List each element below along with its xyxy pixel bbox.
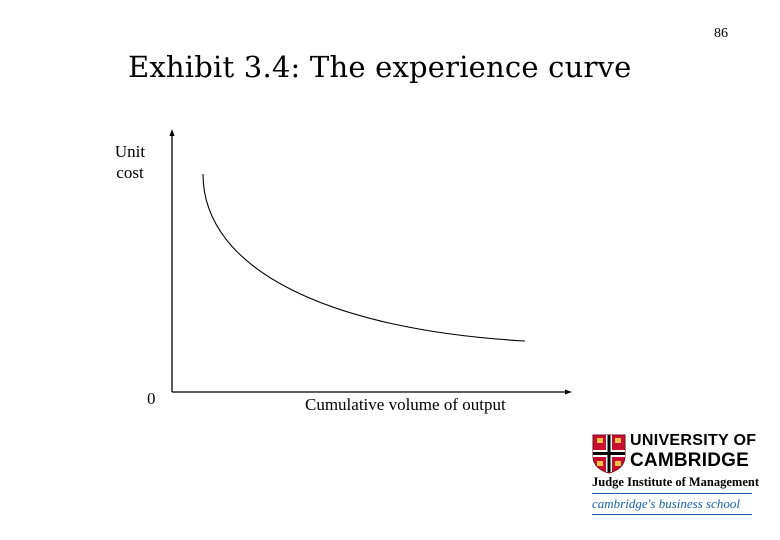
tagline-rule-top — [592, 493, 752, 494]
slide-title: Exhibit 3.4: The experience curve — [128, 50, 632, 84]
logo-line-cambridge: CAMBRIDGE — [630, 450, 749, 471]
logo-line-university-of: UNIVERSITY OF — [630, 432, 757, 449]
tagline-rule-bottom — [592, 514, 752, 515]
y-axis — [169, 129, 175, 392]
page-number: 86 — [714, 26, 728, 41]
experience-curve — [202, 173, 526, 342]
origin-label: 0 — [147, 389, 156, 408]
crest-icon — [592, 434, 626, 474]
y-axis-label-line-2: cost — [116, 163, 144, 182]
university-logo: UNIVERSITY OF CAMBRIDGE Judge Institute … — [590, 430, 760, 520]
y-axis-label: Unit cost — [108, 141, 152, 183]
x-axis — [172, 389, 572, 395]
y-axis-label-line-1: Unit — [114, 142, 146, 161]
logo-tagline: cambridge's business school — [592, 496, 740, 511]
logo-line-judge-institute: Judge Institute of Management — [592, 475, 760, 489]
x-axis-label: Cumulative volume of output — [305, 395, 506, 414]
